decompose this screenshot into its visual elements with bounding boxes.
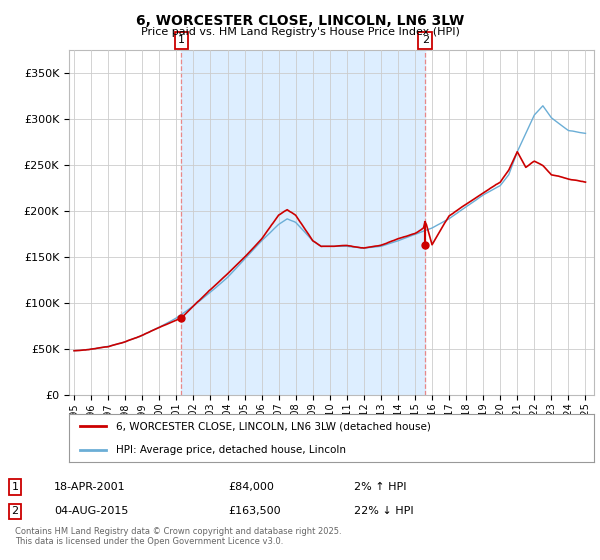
Text: 6, WORCESTER CLOSE, LINCOLN, LN6 3LW (detached house): 6, WORCESTER CLOSE, LINCOLN, LN6 3LW (de… [116,421,431,431]
Text: Price paid vs. HM Land Registry's House Price Index (HPI): Price paid vs. HM Land Registry's House … [140,27,460,37]
Text: £84,000: £84,000 [228,482,274,492]
Text: Contains HM Land Registry data © Crown copyright and database right 2025.
This d: Contains HM Land Registry data © Crown c… [15,526,341,546]
Text: 18-APR-2001: 18-APR-2001 [54,482,125,492]
Text: £163,500: £163,500 [228,506,281,516]
Text: 1: 1 [11,482,19,492]
Text: 2% ↑ HPI: 2% ↑ HPI [354,482,407,492]
Text: HPI: Average price, detached house, Lincoln: HPI: Average price, detached house, Linc… [116,445,346,455]
Text: 6, WORCESTER CLOSE, LINCOLN, LN6 3LW: 6, WORCESTER CLOSE, LINCOLN, LN6 3LW [136,14,464,28]
Bar [181,50,425,395]
Text: 22% ↓ HPI: 22% ↓ HPI [354,506,413,516]
Text: 2: 2 [422,35,429,45]
Text: 1: 1 [178,35,185,45]
Text: 2: 2 [11,506,19,516]
Text: 04-AUG-2015: 04-AUG-2015 [54,506,128,516]
